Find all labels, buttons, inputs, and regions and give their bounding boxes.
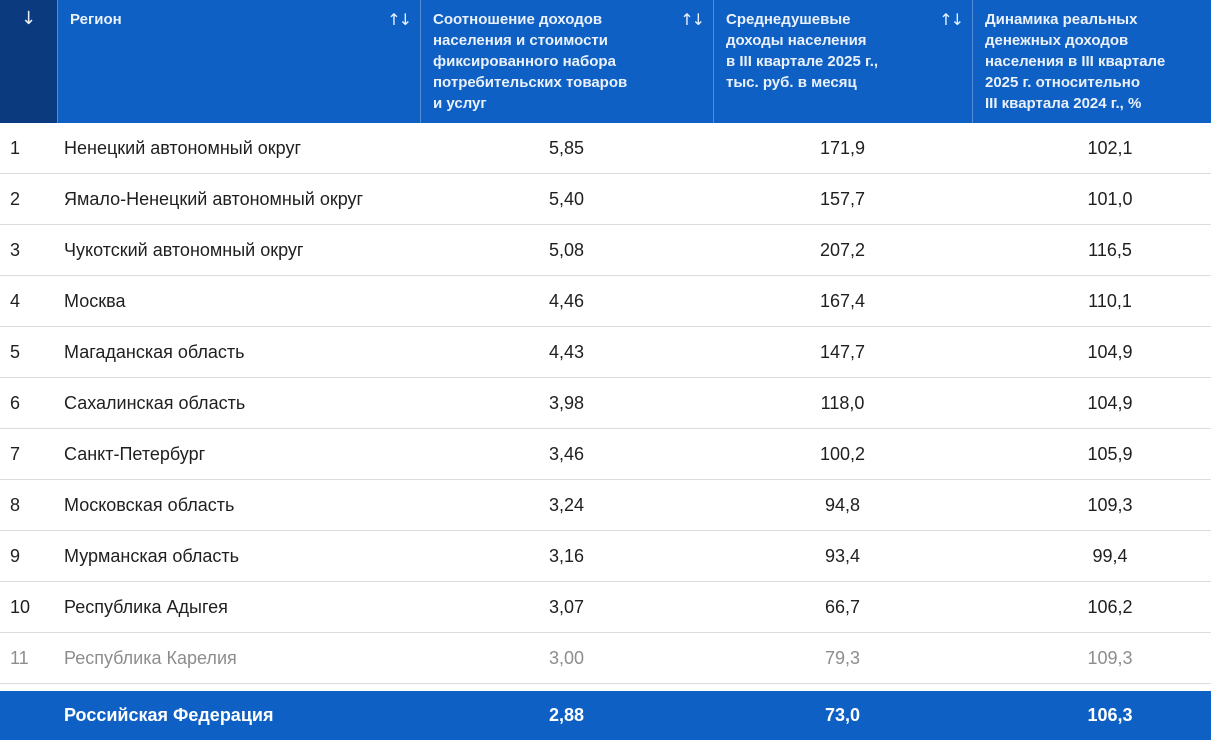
income-cell: 94,8 (824, 494, 861, 515)
income-cell: 79,3 (824, 647, 861, 668)
income-cell: 147,7 (819, 341, 866, 362)
column-header-region[interactable]: Регион ↑↓ (57, 0, 420, 123)
column-header-income[interactable]: Среднедушевые доходы населения в III ква… (713, 0, 972, 123)
table-row: 9 Мурманская область 3,16 93,4 99,4 (0, 531, 1211, 582)
table-row: 2 Ямало-Ненецкий автономный округ 5,40 157,… (0, 174, 1211, 225)
sort-toggle-icon: ↑↓ (939, 10, 964, 29)
ratio-cell: 5,85 (548, 137, 585, 158)
table-row: 5 Магаданская область 4,43 147,7 104,9 (0, 327, 1211, 378)
region-cell: Мурманская область (64, 545, 240, 566)
table-row: 3 Чукотский автономный округ 5,08 207,2 116,… (0, 225, 1211, 276)
column-header-dynamics-label: Динамика реальных денежных доходов насел… (985, 11, 1166, 112)
column-header-ratio-label: Соотношение доходов населения и стоимост… (433, 11, 628, 112)
dynamics-cell: 104,9 (1087, 341, 1133, 362)
ratio-cell: 5,40 (548, 188, 585, 209)
region-cell: Санкт-Петербург (64, 443, 206, 464)
region-cell: Ненецкий автономный округ (64, 137, 302, 158)
ratio-cell: 3,98 (548, 392, 585, 413)
dynamics-cell: 109,3 (1087, 494, 1133, 515)
table-row: 4 Москва 4,46 167,4 110,1 (0, 276, 1211, 327)
region-cell: Москва (64, 290, 126, 311)
column-header-income-label: Среднедушевые доходы населения в III ква… (726, 11, 879, 91)
ratio-cell: 3,46 (548, 443, 585, 464)
rank-cell: 1 (10, 137, 21, 158)
sort-descending-icon: ↓ (20, 8, 37, 29)
dynamics-cell: 104,9 (1087, 392, 1133, 413)
income-cell: 207,2 (819, 239, 866, 260)
rank-cell: 10 (10, 596, 31, 617)
ratio-cell: 3,00 (548, 647, 585, 668)
rank-cell: 7 (10, 443, 21, 464)
income-cell: 66,7 (824, 596, 861, 617)
ratio-cell: 3,16 (548, 545, 585, 566)
column-header-ratio[interactable]: Соотношение доходов населения и стоимост… (420, 0, 713, 123)
rank-cell: 8 (10, 494, 21, 515)
table-row: 1 Ненецкий автономный округ 5,85 171,9 102,1 (0, 123, 1211, 174)
dynamics-cell: 106,2 (1087, 596, 1133, 617)
region-cell: Ямало-Ненецкий автономный округ (64, 188, 364, 209)
sort-toggle-icon: ↑↓ (680, 10, 705, 29)
region-cell: Республика Карелия (64, 647, 237, 668)
dynamics-cell: 109,3 (1087, 647, 1133, 668)
income-cell: 167,4 (819, 290, 866, 311)
rank-cell: 2 (10, 188, 21, 209)
rank-cell: 6 (10, 392, 21, 413)
income-cell: 118,0 (820, 392, 865, 413)
ratio-cell: 5,08 (548, 239, 585, 260)
column-header-region-label: Регион (70, 11, 122, 28)
income-cell: 157,7 (819, 188, 866, 209)
ratio-cell: 4,46 (548, 290, 585, 311)
dynamics-cell: 110,1 (1088, 290, 1132, 311)
region-cell: Магаданская область (64, 341, 245, 362)
footer-ratio-cell: 2,88 (548, 705, 585, 725)
income-cell: 100,2 (819, 443, 866, 464)
table-header: ↓ Регион ↑↓ Соотношение доходов населени… (0, 0, 1211, 123)
income-cell: 93,4 (824, 545, 861, 566)
region-cell: Московская область (64, 494, 235, 515)
footer-dynamics-cell: 106,3 (1087, 705, 1133, 725)
dynamics-cell: 101,0 (1087, 188, 1133, 209)
summary-row: Российская Федерация 2,88 73,0 106,3 (0, 691, 1211, 740)
dynamics-cell: 102,1 (1087, 137, 1133, 158)
rank-cell: 11 (10, 647, 29, 668)
sort-toggle-icon: ↑↓ (387, 10, 412, 29)
column-header-dynamics: Динамика реальных денежных доходов насел… (972, 0, 1211, 123)
table-row: 6 Сахалинская область 3,98 118,0 104,9 (0, 378, 1211, 429)
table-row: 10 Республика Адыгея 3,07 66,7 106,2 (0, 582, 1211, 633)
rank-cell: 4 (10, 290, 21, 311)
region-cell: Республика Адыгея (64, 596, 228, 617)
dynamics-cell: 116,5 (1088, 239, 1132, 260)
table-row: 8 Московская область 3,24 94,8 109,3 (0, 480, 1211, 531)
table-row: 11 Республика Карелия 3,00 79,3 109,3 (0, 633, 1211, 684)
income-cell: 171,9 (819, 137, 866, 158)
ratio-cell: 3,07 (548, 596, 585, 617)
footer-income-cell: 73,0 (824, 705, 861, 725)
dynamics-cell: 99,4 (1092, 545, 1128, 566)
region-cell: Чукотский автономный округ (64, 239, 304, 260)
column-header-rank[interactable]: ↓ (0, 0, 57, 123)
table-row: 7 Санкт-Петербург 3,46 100,2 105,9 (0, 429, 1211, 480)
rank-cell: 5 (10, 341, 21, 362)
table-body: 1 Ненецкий автономный округ 5,85 171,9 102,1… (0, 123, 1211, 684)
rank-cell: 3 (10, 239, 21, 260)
dynamics-cell: 105,9 (1087, 443, 1133, 464)
ratio-cell: 3,24 (548, 494, 585, 515)
footer-region-cell: Российская Федерация (64, 705, 274, 725)
ratio-cell: 4,43 (548, 341, 585, 362)
rank-cell: 9 (10, 545, 21, 566)
region-cell: Сахалинская область (64, 392, 246, 413)
